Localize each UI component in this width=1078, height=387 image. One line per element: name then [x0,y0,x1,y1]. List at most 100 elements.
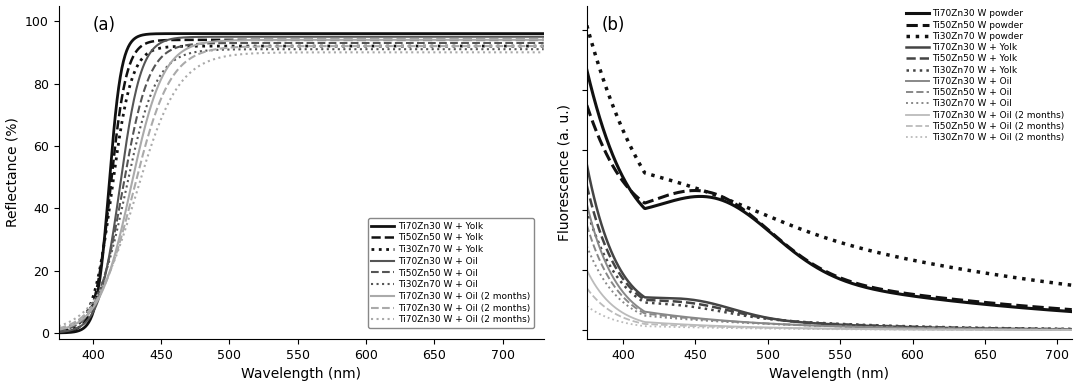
Line: Ti70Zn30 W + Oil (2 months): Ti70Zn30 W + Oil (2 months) [586,270,1072,330]
Ti70Zn30 W + Oil (2 months) [945,327,958,332]
Ti70Zn30 W powder [1065,309,1078,314]
Ti70Zn30 W + Oil (2 months) [417,50,430,55]
Ti50Zn50 W + Oil [705,318,718,322]
Ti30Zn70 W + Oil [580,244,593,248]
Ti70Zn30 W + Yolk [945,326,958,330]
Line: Ti30Zn70 W + Oil (2 months): Ti30Zn70 W + Oil (2 months) [586,306,1072,330]
Ti70Zn30 W + Oil (2 months) [52,327,65,332]
Ti70Zn30 W + Oil [800,323,813,328]
Ti70Zn30 W powder [800,259,813,263]
Ti50Zn50 W powder [580,103,593,108]
Ti30Zn70 W + Oil [272,47,285,51]
Ti70Zn30 W + Yolk [537,31,550,36]
Line: Ti50Zn50 W + Oil (2 months): Ti50Zn50 W + Oil (2 months) [586,288,1072,330]
Ti70Zn30 W + Yolk [1065,327,1078,332]
Ti50Zn50 W + Oil [666,314,679,319]
Ti70Zn30 W + Oil (2 months) [537,44,550,48]
Line: Ti30Zn70 W + Oil: Ti30Zn70 W + Oil [586,246,1072,329]
Ti70Zn30 W + Oil [537,34,550,39]
Ti70Zn30 W + Oil (2 months) [376,50,389,55]
Ti70Zn30 W + Oil [705,317,718,322]
Ti70Zn30 W + Oil (2 months) [338,38,351,42]
Text: (b): (b) [602,15,625,34]
Ti50Zn50 W + Oil [945,326,958,331]
Ti70Zn30 W + Oil [666,313,679,318]
Ti70Zn30 W powder [580,68,593,72]
Ti30Zn70 W + Yolk [866,323,879,327]
Ti70Zn30 W + Oil (2 months) [338,50,351,55]
Line: Ti70Zn30 W + Oil: Ti70Zn30 W + Oil [586,204,1072,330]
Y-axis label: Fluorescence (a. u.): Fluorescence (a. u.) [557,104,571,241]
Ti70Zn30 W + Yolk [272,31,285,36]
Ti70Zn30 W + Oil (2 months) [1065,328,1078,332]
Ti50Zn50 W + Yolk [904,324,917,329]
Ti30Zn70 W powder [1065,283,1078,288]
Ti50Zn50 W + Yolk [400,38,413,42]
Ti50Zn50 W + Oil [580,223,593,227]
Line: Ti70Zn30 W powder: Ti70Zn30 W powder [586,70,1072,312]
Ti50Zn50 W powder [666,192,679,196]
Ti70Zn30 W + Oil [866,325,879,330]
Ti50Zn50 W + Oil [417,41,430,45]
Line: Ti50Zn50 W + Yolk: Ti50Zn50 W + Yolk [586,186,1072,329]
Ti50Zn50 W + Oil [138,87,151,92]
Ti70Zn30 W + Oil (2 months) [177,77,190,82]
Ti70Zn30 W + Oil (2 months) [800,326,813,330]
Ti70Zn30 W + Oil [338,34,351,39]
Ti70Zn30 W + Yolk [418,31,431,36]
Ti50Zn50 W powder [800,258,813,262]
Ti30Zn70 W + Yolk [52,329,65,334]
Ti30Zn70 W + Yolk [666,302,679,307]
Ti70Zn30 W + Oil [904,326,917,330]
Ti70Zn30 W powder [705,195,718,200]
Ti50Zn50 W powder [866,285,879,290]
Ti70Zn30 W + Oil (2 months) [138,126,151,131]
Ti50Zn50 W + Oil (2 months) [1065,328,1078,332]
Ti70Zn30 W + Yolk [377,31,390,36]
Ti30Zn70 W + Yolk [537,44,550,48]
Ti70Zn30 W + Oil (2 months) [866,327,879,331]
Ti30Zn70 W + Oil [537,47,550,51]
Ti30Zn70 W + Oil [904,325,917,330]
Ti70Zn30 W + Oil (2 months) [666,322,679,326]
Ti50Zn50 W powder [705,190,718,195]
Ti30Zn70 W + Oil (2 months) [904,327,917,332]
Ti70Zn30 W + Oil (2 months) [537,50,550,55]
Ti30Zn70 W + Oil [866,325,879,329]
Ti70Zn30 W + Yolk [705,301,718,306]
Line: Ti70Zn30 W + Oil (2 months): Ti70Zn30 W + Oil (2 months) [58,46,543,328]
Ti70Zn30 W + Oil [580,202,593,206]
Ti70Zn30 W + Oil (2 months) [580,268,593,272]
Ti70Zn30 W + Oil (2 months) [272,44,285,48]
Line: Ti50Zn50 W + Oil: Ti50Zn50 W + Oil [58,43,543,331]
Ti30Zn70 W powder [800,229,813,233]
Ti30Zn70 W + Oil [177,53,190,58]
Ti70Zn30 W + Oil (2 months) [177,62,190,66]
Ti70Zn30 W + Yolk [332,31,345,36]
Ti70Zn30 W + Oil (2 months) [417,44,430,48]
Ti70Zn30 W + Oil [500,34,513,39]
Ti50Zn50 W + Oil [376,41,389,45]
Ti30Zn70 W + Yolk [138,54,151,58]
Ti50Zn50 W + Oil [904,325,917,330]
Ti70Zn30 W + Oil (2 months) [177,48,190,53]
Ti30Zn70 W + Oil [338,47,351,51]
Ti50Zn50 W + Yolk [418,38,431,42]
Ti70Zn30 W + Yolk [177,31,190,36]
Ti50Zn50 W + Oil (2 months) [666,323,679,327]
Ti30Zn70 W powder [904,257,917,262]
Ti50Zn50 W + Yolk [800,320,813,325]
Line: Ti30Zn70 W + Oil: Ti30Zn70 W + Oil [58,49,543,329]
Ti70Zn30 W + Yolk [338,31,351,36]
Ti70Zn30 W + Oil (2 months) [138,146,151,151]
Ti50Zn50 W + Oil [338,41,351,45]
Ti70Zn30 W + Oil [52,330,65,334]
Ti50Zn50 W + Yolk [376,38,389,42]
Ti30Zn70 W + Oil (2 months) [945,327,958,332]
Ti50Zn50 W powder [904,292,917,296]
Ti50Zn50 W + Oil [1065,327,1078,332]
Ti70Zn30 W + Oil (2 months) [52,326,65,330]
Ti70Zn30 W + Oil (2 months) [138,164,151,169]
Ti70Zn30 W powder [904,293,917,298]
Ti30Zn70 W + Yolk [1065,327,1078,331]
